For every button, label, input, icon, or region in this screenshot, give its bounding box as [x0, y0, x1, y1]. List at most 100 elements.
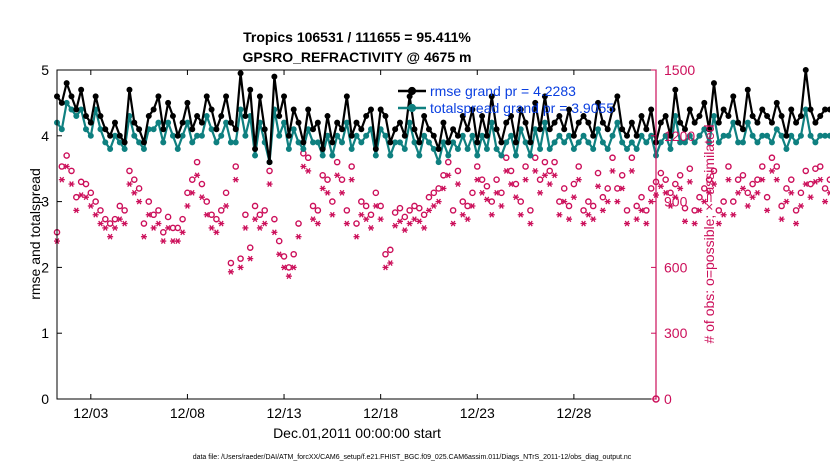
rmse-point — [295, 119, 302, 126]
rmse-point — [575, 119, 582, 126]
obs-assimilated-point — [363, 216, 370, 223]
totalspread-point — [599, 139, 606, 146]
totalspread-point — [464, 145, 471, 152]
totalspread-point — [454, 145, 461, 152]
rmse-point — [87, 119, 94, 126]
totalspread-point — [237, 106, 244, 113]
obs-possible-point — [391, 209, 399, 216]
rmse-point — [223, 93, 230, 100]
obs-possible-point — [783, 185, 790, 192]
obs-assimilated-point — [208, 224, 215, 231]
obs-assimilated-point — [155, 220, 162, 227]
obs-assimilated-point — [203, 211, 210, 218]
totalspread-point — [691, 139, 698, 146]
obs-possible-point — [324, 176, 331, 183]
totalspread-point — [430, 145, 437, 152]
totalspread-point — [450, 139, 457, 146]
totalspread-point — [136, 139, 143, 146]
totalspread-point — [111, 132, 118, 139]
obs-assimilated-point — [517, 211, 524, 218]
obs-possible-point — [266, 167, 273, 175]
obs-possible-point — [73, 193, 80, 201]
obs-possible-point — [174, 224, 182, 232]
obs-assimilated-point — [107, 233, 114, 240]
obs-assimilated-point — [290, 264, 297, 271]
rmse-point — [319, 145, 326, 152]
obs-assimilated-point — [754, 189, 761, 196]
obs-possible-point — [662, 176, 669, 183]
rmse-point — [696, 113, 703, 120]
obs-possible-point — [614, 185, 621, 192]
obs-possible-point — [425, 193, 433, 201]
obs-assimilated-point — [566, 216, 573, 223]
totalspread-point — [561, 139, 568, 146]
obs-possible-point — [556, 198, 563, 205]
obs-possible-point — [585, 198, 592, 205]
obs-possible-point — [92, 198, 99, 205]
rmse-point — [145, 113, 152, 120]
totalspread-point — [537, 145, 544, 152]
obs-possible-point — [256, 211, 264, 219]
totalspread-point — [527, 152, 534, 159]
totalspread-point — [696, 132, 703, 139]
totalspread-point — [396, 139, 403, 146]
rmse-point — [266, 159, 273, 166]
obs-assimilated-point — [324, 189, 331, 196]
obs-assimilated-point — [503, 167, 510, 174]
obs-assimilated-point — [595, 183, 602, 190]
rmse-point — [677, 119, 684, 126]
totalspread-point — [474, 152, 481, 159]
rmse-point — [643, 126, 650, 133]
rmse-point — [744, 86, 751, 93]
obs-assimilated-point — [68, 181, 75, 187]
totalspread-point — [793, 139, 800, 146]
rmse-point — [701, 99, 708, 106]
obs-assimilated-point — [343, 220, 350, 227]
totalspread-point — [102, 139, 109, 146]
obs-possible-point — [493, 176, 500, 183]
rmse-point — [227, 119, 234, 126]
obs-assimilated-point — [218, 220, 225, 227]
obs-assimilated-point — [561, 198, 568, 205]
rmse-point — [353, 119, 360, 126]
obs-possible-point — [551, 158, 558, 166]
rmse-point — [155, 93, 162, 100]
rmse-point — [213, 126, 220, 133]
rmse-point — [184, 99, 191, 106]
totalspread-point — [479, 132, 486, 139]
chart-title-line1: Tropics 106531 / 111655 = 95.411% — [243, 29, 471, 45]
obs-possible-point — [512, 180, 520, 188]
obs-assimilated-point — [396, 218, 403, 225]
totalspread-point — [150, 126, 157, 133]
obs-assimilated-point — [121, 220, 128, 227]
obs-assimilated-point — [63, 163, 70, 170]
totalspread-point — [532, 126, 539, 133]
totalspread-point — [802, 106, 809, 113]
totalspread-point — [82, 126, 89, 133]
rmse-point — [252, 145, 259, 152]
obs-possible-point — [82, 180, 90, 188]
rmse-point — [633, 132, 640, 139]
obs-assimilated-point — [575, 176, 582, 183]
obs-possible-point — [251, 202, 259, 210]
rmse-point — [464, 126, 471, 133]
obs-count-layer — [53, 150, 830, 403]
obs-assimilated-point — [435, 198, 442, 205]
obs-assimilated-point — [710, 181, 717, 187]
obs-assimilated-point — [488, 211, 495, 218]
rmse-point — [421, 113, 428, 120]
obs-possible-point — [242, 211, 249, 219]
totalspread-point — [329, 152, 336, 159]
y-axis-label-right: # of obs: o=possible; ×=assimilated — [701, 124, 717, 343]
totalspread-point — [160, 139, 167, 146]
totalspread-point — [353, 132, 360, 139]
totalspread-point — [595, 126, 602, 133]
totalspread-point — [252, 152, 259, 159]
obs-possible-point — [106, 220, 114, 227]
totalspread-point — [773, 126, 780, 133]
rmse-point — [512, 139, 519, 146]
obs-assimilated-point — [358, 211, 365, 218]
obs-assimilated-point — [628, 167, 635, 174]
obs-assimilated-point — [237, 264, 244, 271]
totalspread-point — [358, 139, 365, 146]
